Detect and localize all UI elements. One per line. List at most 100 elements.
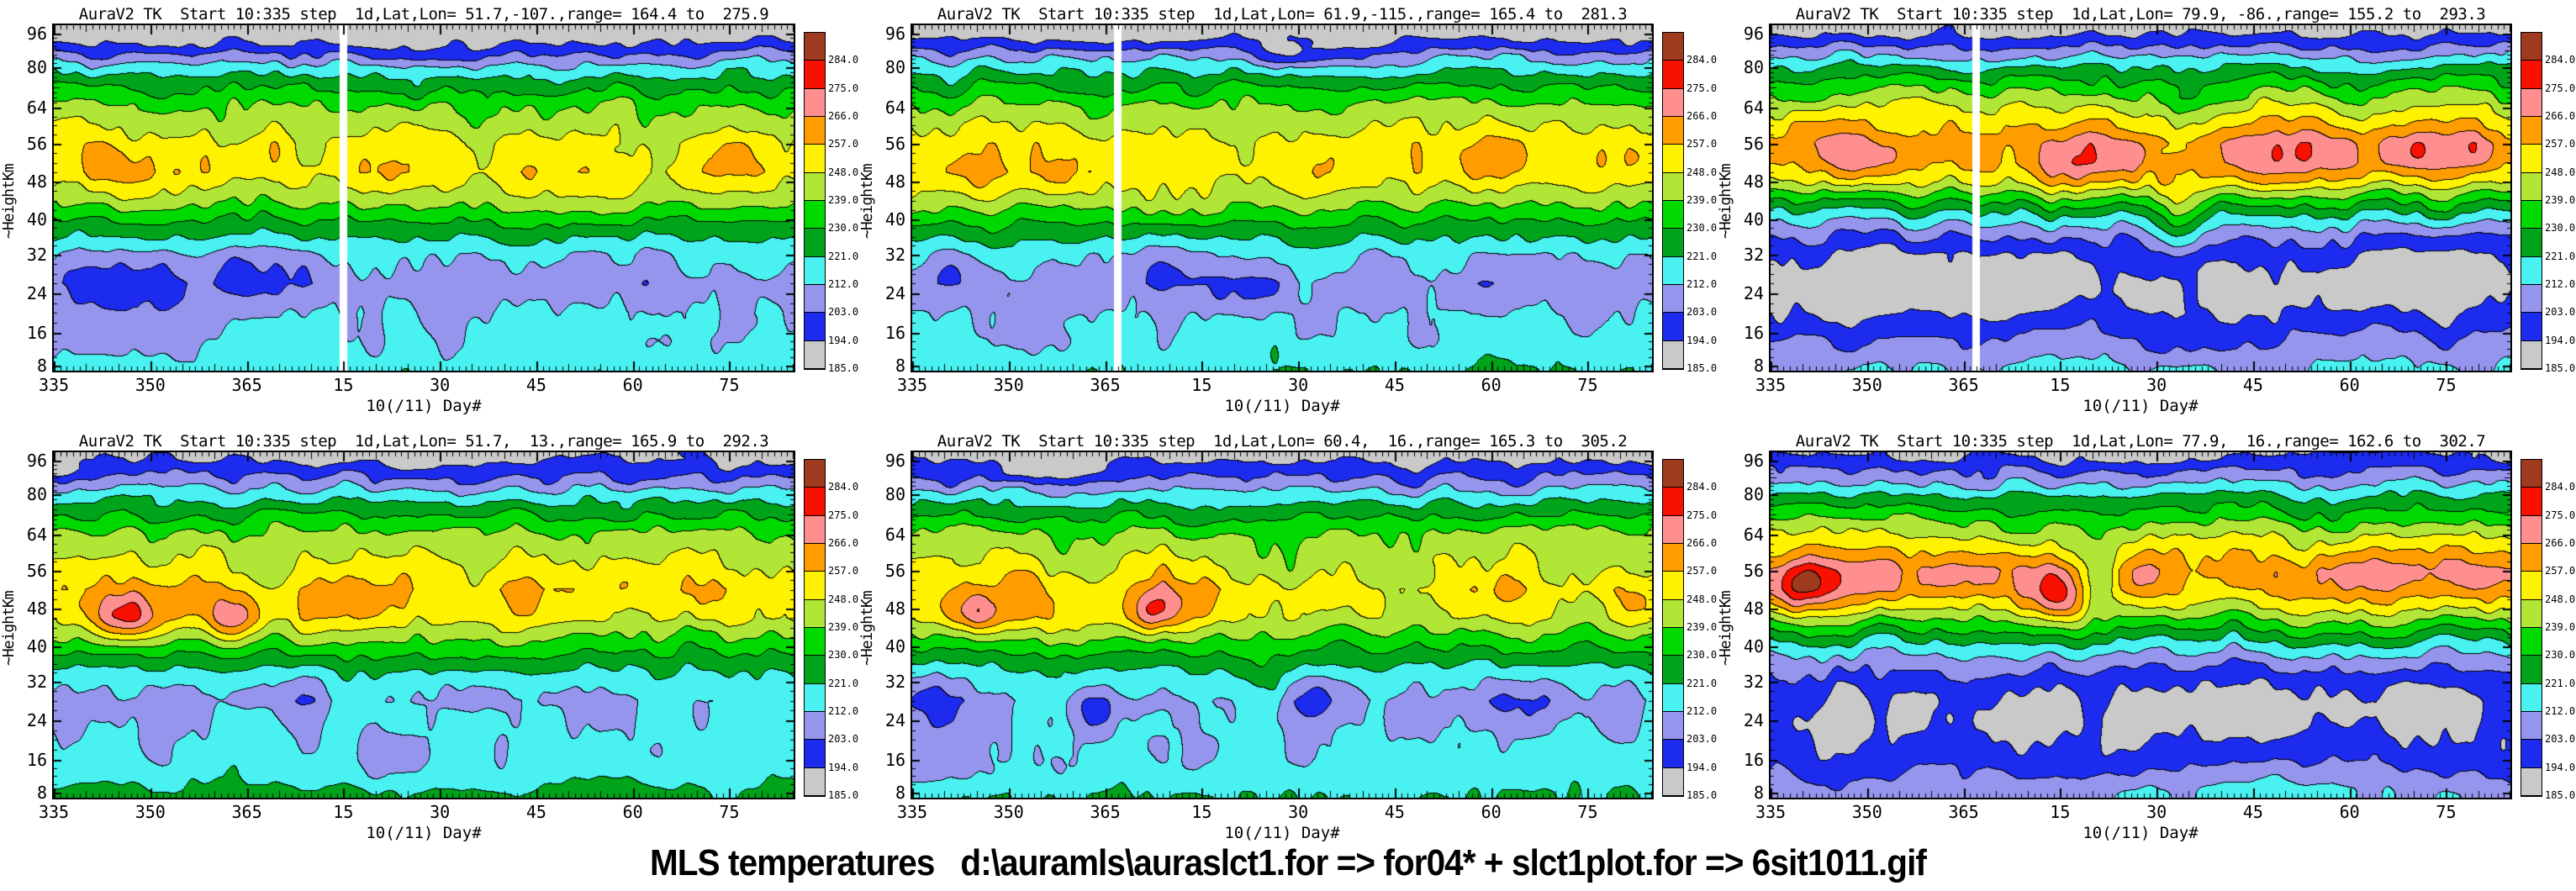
contour-canvas: [912, 452, 1652, 798]
y-tick-label: 64: [26, 524, 47, 545]
colorbar-cell: [805, 599, 825, 628]
contour-canvas: [54, 25, 794, 371]
colorbar-cell: [2521, 712, 2542, 741]
x-tick-label: 15: [1191, 375, 1212, 395]
y-tick-label: 80: [1743, 483, 1764, 504]
y-tick-label: 56: [884, 561, 905, 581]
y-tick-label: 48: [26, 171, 47, 192]
y-axis-tick-labels: 96 80 64 56 48 40 32 24 16 8: [875, 451, 907, 802]
y-axis-tick-labels: 96 80 64 56 48 40 32 24 16 8: [1734, 450, 1766, 802]
y-tick-label: 96: [1743, 23, 1764, 44]
panel-title: AuraV2 TK Start 10:335 step 1d,Lat,Lon= …: [78, 5, 769, 24]
y-axis-label: ~HeightKm: [1717, 591, 1734, 667]
colorbar-level-label: 194.0: [2545, 334, 2576, 346]
colorbar: [2521, 459, 2542, 797]
colorbar-level-label: 203.0: [828, 306, 859, 319]
colorbar-cell: [1663, 285, 1683, 314]
x-tick-label: 30: [1288, 802, 1309, 822]
colorbar-cell: [805, 683, 825, 712]
panel-title: AuraV2 TK Start 10:335 step 1d,Lat,Lon= …: [1795, 432, 2486, 451]
x-tick-label: 335: [1755, 802, 1787, 822]
colorbar-cell: [805, 201, 825, 229]
colorbar-level-label: 221.0: [2545, 677, 2576, 689]
x-tick-label: 350: [135, 375, 166, 395]
colorbar-cell: [805, 145, 825, 173]
colorbar-level-label: 203.0: [2545, 306, 2576, 319]
colorbar-level-label: 284.0: [1687, 54, 1718, 66]
colorbar-labels: 284.0 275.0 266.0 257.0 248.0 239.0 230.0 221.0…: [828, 32, 862, 373]
colorbar-cell: [2521, 515, 2542, 544]
colorbar-labels: 284.0 275.0 266.0 257.0 248.0 239.0 230.0 221.0…: [1687, 32, 1720, 373]
y-axis-label: ~HeightKm: [858, 164, 876, 240]
x-tick-label: 335: [38, 375, 70, 395]
y-tick-label: 56: [26, 561, 47, 581]
colorbar-level-label: 203.0: [1687, 733, 1718, 746]
y-axis-label: ~HeightKm: [0, 164, 18, 240]
x-tick-label: 350: [993, 375, 1024, 395]
colorbar-cell: [2521, 61, 2542, 89]
colorbar-cell: [2521, 340, 2542, 369]
plot-area: [911, 24, 1654, 372]
x-tick-label: 45: [525, 802, 546, 822]
panel-title: AuraV2 TK Start 10:335 step 1d,Lat,Lon= …: [937, 5, 1628, 24]
y-tick-label: 16: [1743, 322, 1764, 343]
y-tick-label: 16: [26, 749, 47, 770]
colorbar-cell: [1663, 683, 1683, 712]
y-tick-label: 24: [884, 282, 905, 303]
colorbar-cell: [805, 229, 825, 257]
colorbar-cell: [1663, 712, 1683, 741]
colorbar-cell: [2521, 599, 2542, 628]
x-tick-label: 365: [1090, 375, 1121, 395]
colorbar-cell: [1663, 572, 1683, 600]
y-tick-label: 48: [26, 598, 47, 619]
colorbar-cell: [1663, 256, 1683, 285]
y-tick-label: 96: [1743, 450, 1764, 471]
x-tick-label: 365: [1090, 802, 1121, 822]
y-tick-label: 64: [1743, 524, 1764, 545]
y-tick-label: 16: [26, 322, 47, 343]
colorbar-level-label: 185.0: [1687, 789, 1718, 801]
contour-canvas: [54, 452, 794, 798]
colorbar-cell: [1663, 145, 1683, 173]
y-tick-label: 48: [1743, 171, 1764, 192]
colorbar-level-label: 203.0: [1687, 306, 1718, 319]
colorbar-level-label: 194.0: [828, 334, 859, 346]
colorbar-cell: [1663, 515, 1683, 544]
colorbar-level-label: 248.0: [828, 593, 859, 605]
colorbar-level-label: 266.0: [1687, 110, 1718, 122]
colorbar-level-label: 257.0: [1687, 138, 1718, 150]
x-tick-label: 60: [1481, 375, 1502, 395]
colorbar-level-label: 230.0: [1687, 222, 1718, 235]
y-tick-label: 8: [895, 782, 905, 803]
colorbar-cell: [1663, 340, 1683, 369]
x-tick-label: 335: [896, 375, 928, 395]
y-axis-tick-labels: 96 80 64 56 48 40 32 24 16 8: [17, 24, 49, 375]
colorbar-cell: [805, 33, 825, 61]
colorbar-cell: [2521, 172, 2542, 201]
y-tick-label: 8: [1753, 782, 1764, 803]
colorbar-cell: [2521, 117, 2542, 145]
x-tick-label: 15: [2050, 802, 2071, 822]
colorbar-cell: [2521, 285, 2542, 314]
y-tick-label: 16: [884, 322, 905, 343]
colorbar: [1662, 32, 1684, 370]
y-tick-label: 56: [26, 134, 47, 154]
colorbar-level-label: 221.0: [2545, 250, 2576, 262]
panel-title: AuraV2 TK Start 10:335 step 1d,Lat,Lon= …: [1795, 5, 2486, 24]
y-tick-label: 24: [884, 709, 905, 730]
y-axis-tick-labels: 96 80 64 56 48 40 32 24 16 8: [1734, 23, 1766, 375]
colorbar-level-label: 275.0: [1687, 82, 1718, 94]
contour-panel: AuraV2 TK Start 10:335 step 1d,Lat,Lon= …: [1717, 427, 2575, 854]
x-tick-label: 75: [719, 375, 740, 395]
x-tick-label: 45: [2242, 802, 2263, 822]
y-tick-label: 40: [884, 635, 905, 656]
colorbar-level-label: 275.0: [2545, 82, 2576, 94]
x-tick-label: 350: [1851, 375, 1882, 395]
colorbar-level-label: 230.0: [828, 649, 859, 662]
x-tick-label: 75: [1577, 375, 1598, 395]
x-axis-tick-labels: 335 350 365 15 30 45 60 75: [897, 802, 1652, 823]
colorbar-cell: [1663, 33, 1683, 61]
colorbar-cell: [805, 488, 825, 516]
colorbar-level-label: 248.0: [828, 166, 859, 178]
colorbar-level-label: 185.0: [2545, 789, 2576, 801]
